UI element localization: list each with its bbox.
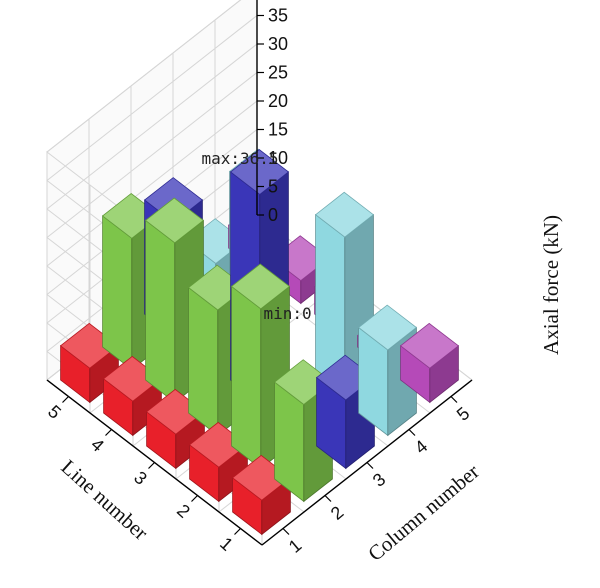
z-tick-label: 5 xyxy=(268,177,278,197)
bar-line3-col1 xyxy=(145,388,206,470)
axes-layer xyxy=(46,0,473,546)
column-tick xyxy=(366,462,374,469)
bars-layer xyxy=(59,148,460,536)
column-tick xyxy=(282,528,290,535)
column-tick xyxy=(324,495,332,502)
line-tick xyxy=(234,528,241,535)
min-annotation: min:0 xyxy=(264,304,312,323)
column-tick-label: 2 xyxy=(327,502,348,524)
column-tick-label: 3 xyxy=(369,469,390,491)
line-axis-title: Line number xyxy=(57,455,153,545)
column-tick xyxy=(450,396,458,403)
line-tick xyxy=(105,429,112,436)
z-tick-label: 30 xyxy=(268,34,288,54)
column-tick-label: 5 xyxy=(453,403,474,425)
bar-line1-col1 xyxy=(231,454,292,536)
line-tick xyxy=(62,396,69,403)
column-tick xyxy=(408,429,416,436)
z-tick-label: 25 xyxy=(268,63,288,83)
z-tick-label: 10 xyxy=(268,148,288,168)
z-tick-label: 20 xyxy=(268,91,288,111)
line-tick xyxy=(148,462,155,469)
column-tick-label: 1 xyxy=(285,535,306,557)
line-tick xyxy=(191,495,198,502)
z-axis-title: Axial force (kN) xyxy=(539,215,563,355)
z-tick-label: 15 xyxy=(268,120,288,140)
z-tick-label: 0 xyxy=(268,205,278,225)
bar-line5-col1 xyxy=(59,322,120,404)
z-tick-label: 35 xyxy=(268,6,288,26)
line-tick-label: 2 xyxy=(173,500,194,522)
line-tick-label: 5 xyxy=(44,401,65,423)
line-tick-label: 4 xyxy=(87,434,108,456)
bar-line1-col5 xyxy=(399,322,460,404)
line-tick-label: 1 xyxy=(216,533,237,555)
max-annotation: max:36.5 xyxy=(202,149,279,168)
bar-line2-col1 xyxy=(188,421,249,503)
line-tick-label: 3 xyxy=(130,467,151,489)
column-tick-label: 4 xyxy=(411,436,432,458)
